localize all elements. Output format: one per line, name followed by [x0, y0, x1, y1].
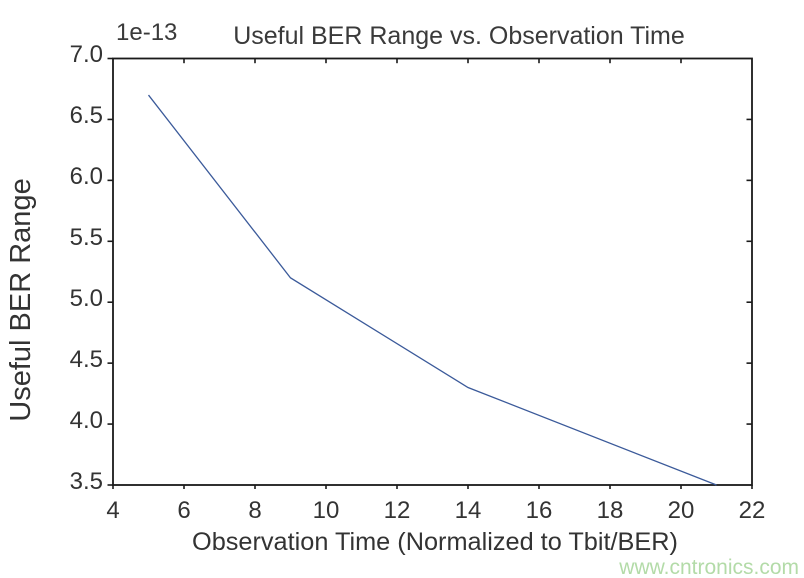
svg-text:4.0: 4.0 [70, 407, 103, 434]
svg-text:10: 10 [313, 497, 340, 524]
svg-text:www.cntronics.com: www.cntronics.com [618, 556, 799, 578]
svg-text:5.5: 5.5 [70, 224, 103, 251]
svg-text:4: 4 [106, 497, 119, 524]
svg-text:6: 6 [177, 497, 190, 524]
svg-text:1e-13: 1e-13 [116, 19, 177, 46]
svg-text:8: 8 [248, 497, 261, 524]
svg-text:7.0: 7.0 [70, 41, 103, 68]
svg-text:6.5: 6.5 [70, 102, 103, 129]
svg-text:12: 12 [384, 497, 411, 524]
svg-text:18: 18 [597, 497, 624, 524]
svg-text:Useful BER Range vs. Observati: Useful BER Range vs. Observation Time [233, 22, 685, 50]
svg-text:6.0: 6.0 [70, 163, 103, 190]
svg-text:22: 22 [739, 497, 766, 524]
svg-text:4.5: 4.5 [70, 346, 103, 373]
svg-text:Observation Time (Normalized t: Observation Time (Normalized to Tbit/BER… [192, 528, 678, 556]
svg-text:Useful BER Range: Useful BER Range [5, 178, 37, 421]
svg-text:20: 20 [668, 497, 695, 524]
svg-text:14: 14 [455, 497, 482, 524]
svg-text:5.0: 5.0 [70, 285, 103, 312]
svg-text:3.5: 3.5 [70, 468, 103, 495]
svg-text:16: 16 [526, 497, 553, 524]
